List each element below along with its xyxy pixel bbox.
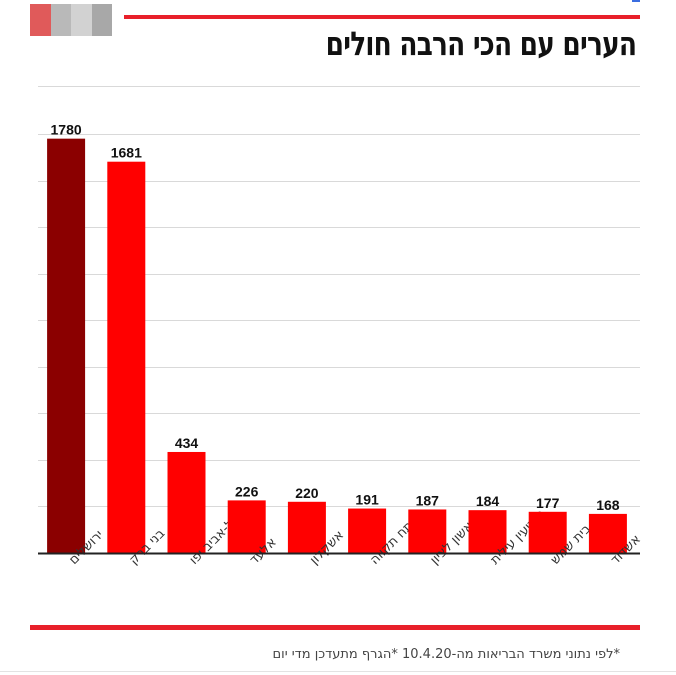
bar — [227, 500, 266, 553]
page-divider — [0, 671, 676, 672]
corner-mark — [632, 0, 640, 2]
chart-title: הערים עם הכי הרבה חולים — [325, 24, 636, 63]
data-label: 184 — [476, 493, 500, 509]
bar — [47, 138, 86, 553]
bottom-accent-rule — [30, 625, 640, 630]
data-label: 177 — [536, 495, 560, 511]
data-label: 1681 — [111, 145, 142, 161]
bar — [348, 508, 387, 553]
source-footnote: *לפי נתוני משרד הבריאות מה-10.4.20 *הגרף… — [272, 647, 620, 662]
bar — [588, 513, 627, 553]
data-label: 187 — [416, 492, 440, 508]
data-label: 226 — [235, 483, 259, 499]
title-separator — [38, 86, 640, 87]
bar — [167, 451, 206, 553]
logo-block — [50, 4, 71, 36]
logo-block — [91, 4, 112, 36]
bar — [287, 501, 326, 553]
bar — [107, 161, 146, 553]
data-label: 434 — [175, 435, 199, 451]
bar — [528, 511, 567, 553]
bar — [408, 509, 447, 553]
data-label: 168 — [596, 497, 620, 513]
site-logo — [30, 4, 112, 36]
data-label: 1780 — [51, 122, 82, 138]
data-label: 191 — [355, 492, 379, 508]
logo-block — [30, 4, 51, 36]
bar — [468, 510, 507, 553]
logo-block — [71, 4, 92, 36]
top-accent-rule — [124, 15, 640, 19]
data-label: 220 — [295, 485, 319, 501]
